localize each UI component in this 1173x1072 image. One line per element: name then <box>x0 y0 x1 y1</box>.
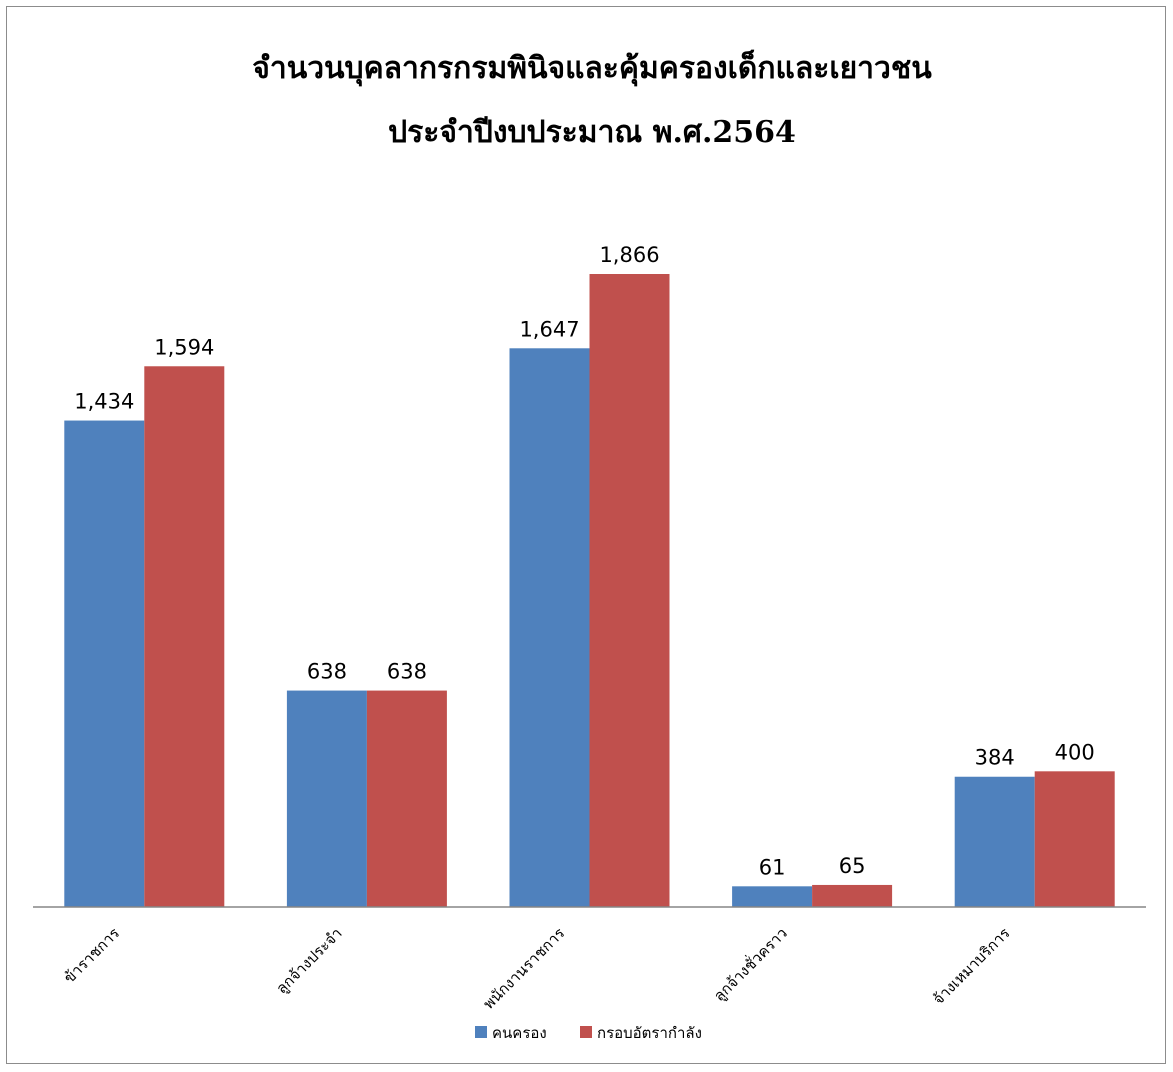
category-label-2: พนักงานราชการ <box>480 924 569 1013</box>
bar-occupied-0 <box>64 420 145 907</box>
data-label-occupied-1: 638 <box>307 660 347 684</box>
data-label-quota-3: 65 <box>839 854 866 878</box>
data-label-quota-2: 1,866 <box>599 243 659 267</box>
data-label-occupied-3: 61 <box>759 855 786 879</box>
legend-label-occupied: คนครอง <box>492 1024 547 1042</box>
bar-occupied-4 <box>954 776 1035 907</box>
chart-title: จำนวนบุคลากรกรมพินิจและคุ้มครองเด็กและเย… <box>252 49 932 87</box>
data-label-occupied-0: 1,434 <box>74 390 134 414</box>
bars-layer <box>64 274 1115 907</box>
legend-swatch-quota <box>580 1026 592 1038</box>
bar-occupied-3 <box>732 886 813 907</box>
bar-occupied-2 <box>509 348 590 907</box>
bar-occupied-1 <box>286 690 367 907</box>
category-labels-layer: ข้าราชการ ลูกจ้างประจำ พนักงานราชการ ลูกจ้า… <box>60 923 1013 1013</box>
chart-subtitle: ประจำปีงบประมาณ พ.ศ.2564 <box>388 115 796 150</box>
value-labels-layer: 1,434 1,594 638 638 1,647 1,866 61 65 384 400 <box>74 243 1095 879</box>
bar-quota-4 <box>1034 771 1115 907</box>
category-label-4: จ้างเหมาบริการ <box>929 924 1013 1008</box>
legend-swatch-occupied <box>475 1026 487 1038</box>
legend-label-quota: กรอบอัตรากำลัง <box>597 1024 702 1042</box>
bar-quota-2 <box>589 274 670 907</box>
bar-quota-0 <box>144 366 225 907</box>
data-label-quota-4: 400 <box>1055 740 1095 764</box>
data-label-occupied-2: 1,647 <box>519 317 579 341</box>
bar-quota-3 <box>812 884 893 907</box>
data-label-quota-1: 638 <box>387 660 427 684</box>
legend: คนครอง กรอบอัตรากำลัง <box>475 1024 702 1042</box>
category-label-3: ลูกจ้างชั่วคราว <box>709 923 791 1005</box>
data-label-occupied-4: 384 <box>975 746 1015 770</box>
category-label-0: ข้าราชการ <box>60 924 123 987</box>
bar-quota-1 <box>366 690 447 907</box>
data-label-quota-0: 1,594 <box>154 335 214 359</box>
category-label-1: ลูกจ้างประจำ <box>272 924 345 997</box>
